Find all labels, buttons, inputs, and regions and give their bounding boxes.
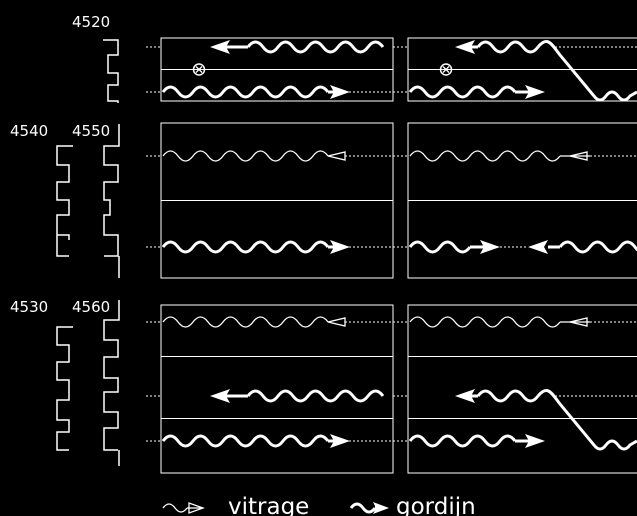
panel-row3-right: [407, 304, 637, 474]
wave-arrow-thin-icon: [162, 316, 346, 328]
rail-profile-icon: [56, 145, 73, 257]
rail-profile-icon: [103, 39, 119, 103]
legend: vitrage gordijn: [162, 494, 476, 516]
wave-arrow-thick-icon: [161, 434, 350, 448]
wave-arrow-thick-icon: [210, 40, 385, 54]
wave-arrow-thick-icon: [528, 240, 637, 254]
legend-gordijn-swatch: [349, 502, 389, 514]
wave-arrow-thick-icon: [161, 85, 350, 99]
legend-gordijn-label: gordijn: [396, 494, 476, 516]
rail-profile-icon: [56, 326, 73, 451]
wave-arrow-thin-icon: [409, 150, 590, 162]
wave-arrow-thin-icon: [162, 150, 346, 162]
rail-label-4520: 4520: [72, 13, 110, 31]
pulley-icon: [439, 63, 453, 76]
legend-vitrage-label: vitrage: [228, 494, 309, 516]
wave-arrow-thick-icon: [408, 85, 545, 99]
wave-arrow-thick-icon: [408, 434, 545, 448]
panel-row3-left: [160, 304, 394, 474]
rail-label-4550: 4550: [72, 122, 110, 140]
wave-arrow-thick-icon: [210, 389, 385, 403]
wave-arrow-thick-icon: [408, 240, 500, 254]
wave-arrow-thick-icon: [455, 389, 637, 451]
legend-vitrage-swatch: [162, 502, 205, 514]
rail-label-4540: 4540: [10, 122, 48, 140]
wave-arrow-thin-icon: [409, 316, 590, 328]
pulley-icon: [192, 63, 206, 76]
rail-label-4530: 4530: [10, 298, 48, 316]
rail-profile-icon: [103, 124, 120, 278]
rail-profile-icon: [103, 300, 120, 466]
wave-arrow-thick-icon: [455, 40, 637, 102]
rail-label-4560: 4560: [72, 298, 110, 316]
wave-arrow-thick-icon: [161, 240, 350, 254]
